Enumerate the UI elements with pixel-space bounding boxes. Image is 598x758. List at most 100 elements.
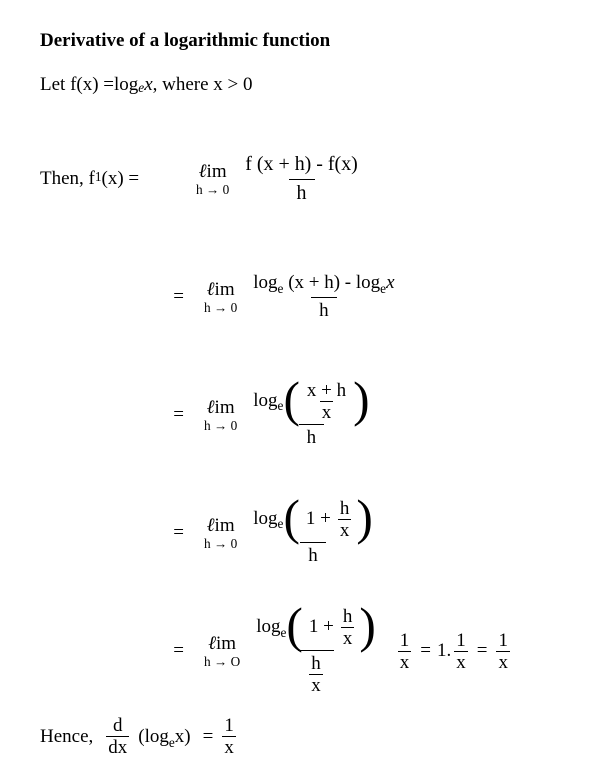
x-h: x (222, 736, 236, 757)
step-3: = ℓim h → 0 loge x + h x h (40, 370, 568, 460)
lim-2: ℓim h → 0 (204, 280, 237, 314)
lim-l2: ℓ (207, 279, 215, 300)
onex-b: 1 x (454, 631, 468, 672)
log-a: log (253, 272, 277, 293)
lhs-3: = (40, 404, 198, 426)
frac-4: loge 1 + h x h (249, 499, 377, 568)
onex-hence: 1 x (222, 716, 236, 757)
frac-5: loge 1 + h x h x (252, 607, 380, 695)
hence-sube: e (169, 735, 175, 750)
lim-bot5: h → O (204, 655, 240, 668)
lim-bot: h → 0 (196, 183, 229, 196)
eq-3: = (173, 404, 184, 426)
eq-2: = (173, 286, 184, 308)
num-2: loge (x + h) - logex (249, 272, 398, 297)
hence-log: log (145, 726, 169, 747)
innerfrac-5: h x (341, 607, 355, 648)
log-sub-e: e (138, 80, 144, 96)
lim-l: ℓ (199, 161, 207, 182)
lim-bot4: h → 0 (204, 537, 237, 550)
hence-label: Hence, (40, 726, 93, 748)
oneplus5: 1 + (309, 616, 334, 639)
onex-a: 1 x (398, 631, 412, 672)
step-1: Then, f 1 (x) = ℓim h → 0 f (x + h) - f(… (40, 134, 568, 224)
lim-3: ℓim h → 0 (204, 398, 237, 432)
lim-1: ℓim h → 0 (196, 162, 229, 196)
lhs-1: Then, f 1 (x) = (40, 168, 190, 190)
eq-4: = (173, 522, 184, 544)
log-x2: x (386, 272, 394, 293)
step-5: = ℓim h → O loge 1 + h x h x 1 x = 1. (40, 606, 568, 696)
hence-line: Hence, d dx (logex) = 1 x (40, 716, 568, 757)
dh5: h (309, 654, 323, 674)
paren-log: (logex) (138, 726, 190, 748)
lim-im2: im (215, 279, 235, 300)
sube-b: e (380, 281, 386, 296)
mid: (x + h) - log (283, 272, 380, 293)
lim-im4: im (215, 515, 235, 536)
xeq: (x) = (102, 168, 140, 190)
then-f: Then, f (40, 168, 95, 190)
lim-l3: ℓ (207, 397, 215, 418)
step-4: = ℓim h → 0 loge 1 + h x h (40, 488, 568, 578)
frac-2: loge (x + h) - logex h (249, 272, 398, 323)
x-b: x (454, 651, 468, 672)
one-h: 1 (222, 716, 236, 736)
den-5: h x (298, 650, 334, 695)
log-x: x (144, 74, 152, 96)
one-c: 1 (496, 631, 510, 651)
ddx: d dx (106, 716, 129, 757)
d-top: d (111, 716, 125, 736)
dx5: x (309, 674, 323, 695)
one-a: 1 (398, 631, 412, 651)
lim-l5: ℓ (208, 633, 216, 654)
log4: log (253, 508, 277, 531)
eq-5b: = (420, 640, 431, 662)
sup-1: 1 (95, 169, 102, 185)
log5: log (256, 616, 280, 639)
den-3: h (299, 424, 325, 450)
hence-x: x (175, 726, 185, 747)
one-b: 1 (454, 631, 468, 651)
ifden3: x (320, 401, 334, 422)
lim-bot3: h → 0 (204, 419, 237, 432)
paren-3: x + h x (283, 381, 369, 422)
ifnum3: x + h (305, 381, 348, 401)
paren-5: 1 + h x (286, 607, 375, 648)
log3: log (253, 390, 277, 413)
paren-4: 1 + h x (283, 499, 372, 540)
onedot: 1. (437, 640, 451, 662)
ifden4: x (338, 519, 352, 540)
lim-5: ℓim h → O (204, 634, 240, 668)
dx-bot: dx (106, 736, 129, 757)
ifnum4: h (338, 499, 352, 519)
lim-bot2: h → 0 (204, 301, 237, 314)
where-text: , where x > 0 (153, 74, 253, 96)
num-3: loge x + h x (249, 381, 373, 424)
oneplus4: 1 + (306, 508, 331, 531)
sube-a: e (278, 281, 284, 296)
title: Derivative of a logarithmic function (40, 30, 568, 52)
x-a: x (398, 651, 412, 672)
eq-5c: = (477, 640, 488, 662)
let-text: Let f(x) = (40, 74, 114, 96)
den-1: h (289, 179, 315, 206)
innerfrac-3: x + h x (305, 381, 348, 422)
lim-im: im (207, 161, 227, 182)
ifden5: x (341, 627, 355, 648)
lim-l4: ℓ (207, 515, 215, 536)
ifnum5: h (341, 607, 355, 627)
eq-5: = (173, 640, 184, 662)
eq-hence: = (203, 726, 214, 748)
num-5: loge 1 + h x (252, 607, 380, 650)
num-4: loge 1 + h x (249, 499, 377, 542)
lhs-5: = (40, 640, 198, 662)
onex-c: 1 x (496, 631, 510, 672)
lim-im5: im (216, 633, 236, 654)
step-2: = ℓim h → 0 loge (x + h) - logex h (40, 252, 568, 342)
x-c: x (496, 651, 510, 672)
lim-im3: im (215, 397, 235, 418)
lhs-2: = (40, 286, 198, 308)
lhs-4: = (40, 522, 198, 544)
lim-4: ℓim h → 0 (204, 516, 237, 550)
